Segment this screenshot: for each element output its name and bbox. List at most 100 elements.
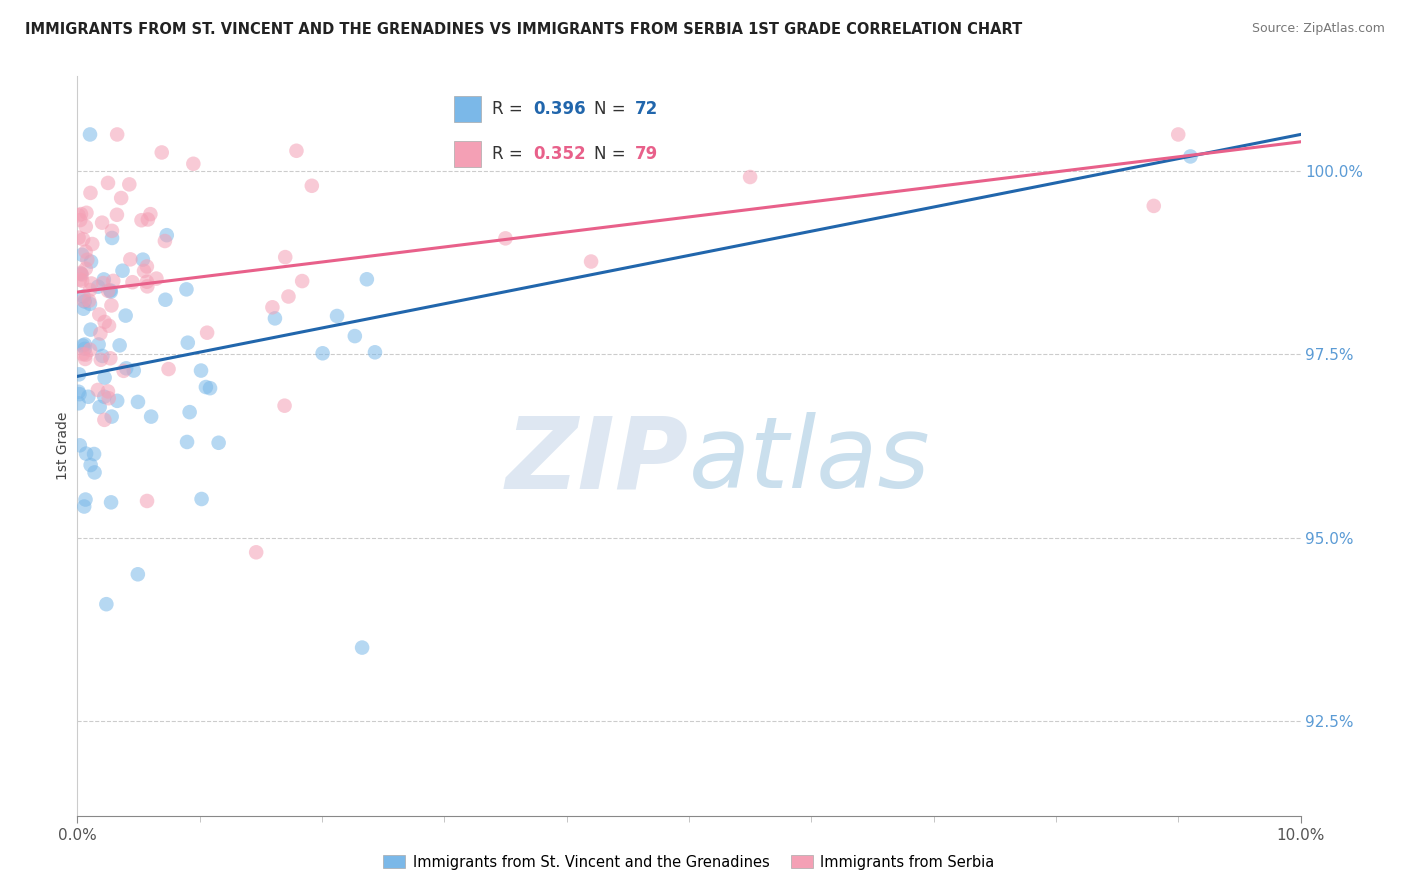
Point bbox=[132, 264, 155, 278]
Point bbox=[89, 326, 111, 341]
Point bbox=[75, 447, 97, 461]
Text: atlas: atlas bbox=[689, 412, 931, 509]
Point bbox=[262, 300, 284, 314]
Point bbox=[79, 186, 101, 200]
Point bbox=[356, 272, 378, 286]
Point bbox=[195, 326, 218, 340]
Point bbox=[75, 219, 97, 234]
Point bbox=[69, 438, 91, 452]
Point bbox=[72, 347, 94, 361]
Point bbox=[120, 252, 142, 267]
Point bbox=[343, 329, 366, 343]
Point bbox=[136, 212, 159, 227]
Point bbox=[101, 231, 124, 245]
Point bbox=[150, 145, 173, 160]
Point bbox=[77, 293, 100, 308]
Point bbox=[495, 231, 517, 245]
Point bbox=[97, 284, 120, 298]
Point bbox=[115, 361, 138, 376]
Point bbox=[118, 178, 141, 192]
Point bbox=[79, 297, 101, 311]
Point bbox=[245, 545, 267, 559]
Point bbox=[89, 308, 111, 322]
Point bbox=[82, 237, 104, 252]
Point bbox=[67, 396, 90, 410]
Point bbox=[93, 370, 115, 384]
Point bbox=[73, 342, 96, 356]
Point bbox=[111, 263, 134, 277]
Point bbox=[131, 213, 153, 227]
Point bbox=[91, 216, 114, 230]
Text: R =: R = bbox=[492, 145, 529, 162]
Point bbox=[79, 323, 101, 337]
Point bbox=[108, 338, 131, 352]
Point bbox=[100, 495, 122, 509]
Point bbox=[155, 293, 177, 307]
Bar bbox=[454, 141, 481, 167]
Point bbox=[135, 260, 157, 274]
Point bbox=[75, 492, 97, 507]
Point bbox=[136, 494, 159, 508]
Point bbox=[77, 390, 100, 404]
Point bbox=[72, 232, 94, 246]
Point bbox=[114, 309, 136, 323]
Point bbox=[103, 274, 125, 288]
Point bbox=[97, 384, 120, 399]
Point bbox=[70, 274, 93, 288]
Point bbox=[740, 169, 762, 184]
Point bbox=[326, 309, 349, 323]
Text: IMMIGRANTS FROM ST. VINCENT AND THE GRENADINES VS IMMIGRANTS FROM SERBIA 1ST GRA: IMMIGRANTS FROM ST. VINCENT AND THE GREN… bbox=[25, 22, 1022, 37]
Point bbox=[176, 434, 198, 449]
Point bbox=[87, 383, 110, 397]
Point bbox=[79, 343, 101, 357]
Text: Source: ZipAtlas.com: Source: ZipAtlas.com bbox=[1251, 22, 1385, 36]
Point bbox=[110, 191, 132, 205]
Point bbox=[1143, 199, 1166, 213]
Point bbox=[93, 272, 115, 286]
Point bbox=[76, 252, 98, 267]
Point bbox=[69, 272, 91, 286]
Point bbox=[122, 363, 145, 377]
Point bbox=[75, 348, 97, 362]
Point bbox=[69, 387, 91, 401]
Point bbox=[69, 266, 91, 280]
Text: 72: 72 bbox=[636, 100, 658, 118]
Point bbox=[207, 435, 229, 450]
Point bbox=[70, 267, 93, 281]
Point bbox=[127, 567, 149, 582]
Point bbox=[75, 244, 97, 259]
Point bbox=[135, 275, 157, 289]
Point bbox=[105, 128, 128, 142]
Point bbox=[285, 144, 308, 158]
Point bbox=[145, 271, 167, 285]
Text: 0.352: 0.352 bbox=[533, 145, 586, 162]
Point bbox=[105, 208, 128, 222]
Text: 79: 79 bbox=[636, 145, 658, 162]
Point bbox=[97, 176, 120, 190]
Point bbox=[194, 380, 217, 394]
Point bbox=[80, 277, 103, 291]
Point bbox=[67, 230, 90, 244]
Point bbox=[100, 298, 122, 312]
Point bbox=[127, 395, 149, 409]
Point bbox=[98, 351, 121, 366]
Point bbox=[190, 363, 212, 377]
Point bbox=[67, 208, 90, 222]
Point bbox=[311, 346, 333, 360]
Point bbox=[100, 409, 122, 424]
Point bbox=[93, 390, 115, 404]
Point bbox=[80, 254, 103, 268]
Point bbox=[67, 384, 90, 399]
Bar bbox=[454, 96, 481, 122]
Point bbox=[72, 338, 94, 352]
Point bbox=[156, 228, 179, 243]
Point bbox=[136, 279, 159, 293]
Point bbox=[79, 283, 101, 297]
Point bbox=[1180, 149, 1202, 163]
Text: R =: R = bbox=[492, 100, 529, 118]
Point bbox=[91, 276, 114, 290]
Point bbox=[1167, 128, 1189, 142]
Point bbox=[87, 337, 110, 351]
Point bbox=[105, 393, 128, 408]
Point bbox=[91, 349, 114, 363]
